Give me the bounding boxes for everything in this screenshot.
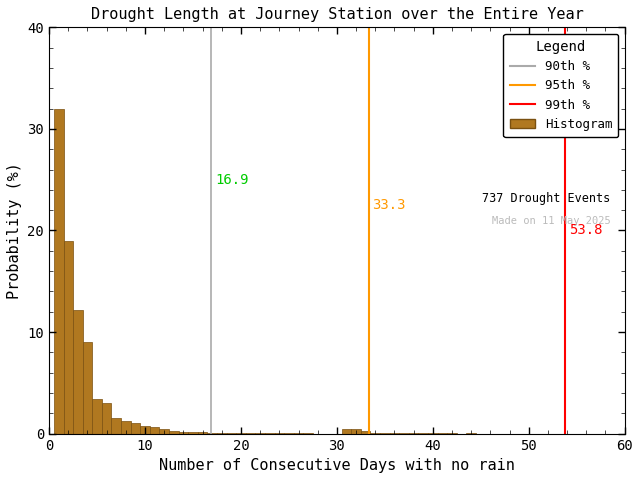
Bar	[54, 108, 63, 433]
Bar	[390, 432, 399, 433]
Bar	[169, 431, 179, 433]
Text: 737 Drought Events: 737 Drought Events	[482, 192, 611, 205]
Bar	[102, 403, 111, 433]
Bar	[198, 432, 207, 433]
Bar	[207, 432, 217, 433]
Bar	[371, 432, 380, 433]
Bar	[227, 432, 236, 433]
Bar	[361, 431, 371, 433]
Legend: 90th %, 95th %, 99th %, Histogram: 90th %, 95th %, 99th %, Histogram	[504, 34, 618, 137]
Bar	[121, 421, 131, 433]
Text: 33.3: 33.3	[372, 198, 406, 212]
Y-axis label: Probability (%): Probability (%)	[7, 162, 22, 299]
Bar	[73, 310, 83, 433]
Bar	[131, 423, 140, 433]
Bar	[150, 427, 159, 433]
Bar	[140, 425, 150, 433]
Title: Drought Length at Journey Station over the Entire Year: Drought Length at Journey Station over t…	[90, 7, 583, 22]
Bar	[380, 432, 390, 433]
Bar	[111, 419, 121, 433]
Bar	[179, 432, 188, 433]
Text: Made on 11 May 2025: Made on 11 May 2025	[492, 216, 611, 226]
Bar	[188, 432, 198, 433]
Text: 16.9: 16.9	[215, 173, 248, 187]
Bar	[159, 429, 169, 433]
Bar	[217, 432, 227, 433]
Bar	[342, 429, 351, 433]
Bar	[92, 399, 102, 433]
Bar	[63, 240, 73, 433]
X-axis label: Number of Consecutive Days with no rain: Number of Consecutive Days with no rain	[159, 458, 515, 473]
Bar	[399, 432, 409, 433]
Bar	[83, 342, 92, 433]
Text: 53.8: 53.8	[569, 224, 602, 238]
Bar	[351, 429, 361, 433]
